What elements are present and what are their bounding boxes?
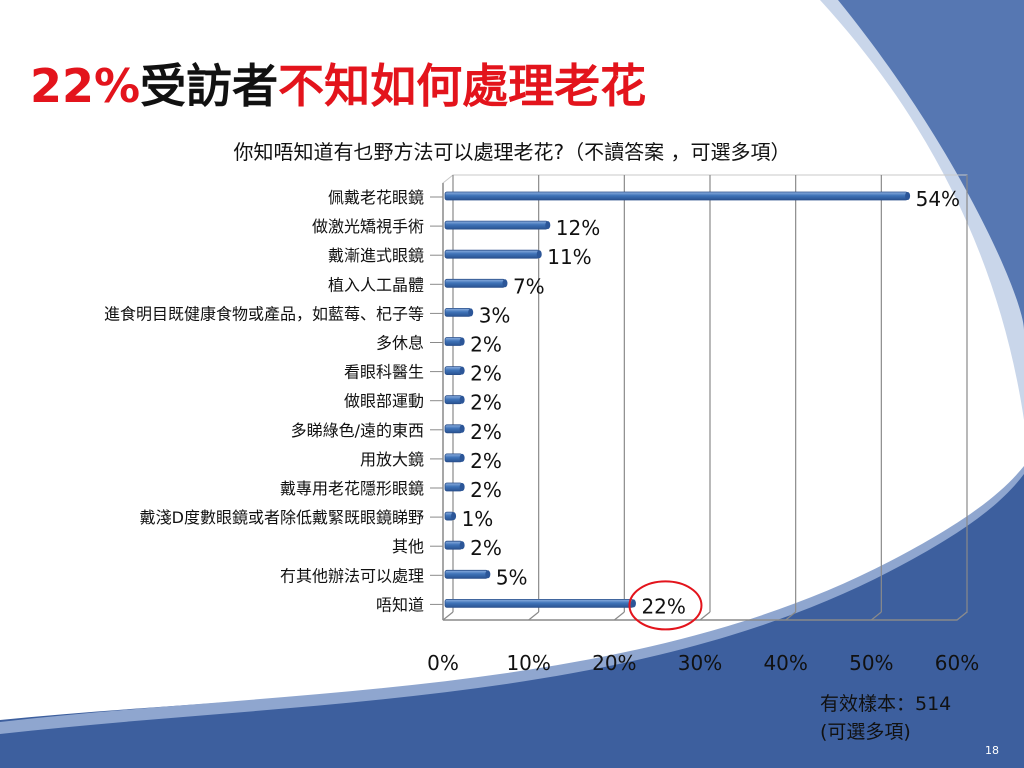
y-category-label: 戴專用老花隱形眼鏡: [280, 479, 424, 498]
bar-end-cap: [502, 279, 508, 288]
bar-end-cap: [451, 512, 457, 521]
x-tick-label: 60%: [935, 651, 979, 675]
y-category-label: 戴淺D度數眼鏡或者除低戴緊既眼鏡睇野: [140, 508, 424, 527]
bar-end-cap: [459, 366, 465, 375]
bar: [444, 482, 463, 492]
bar-value-label: 2%: [470, 362, 502, 386]
bar-value-label: 3%: [479, 303, 511, 327]
y-category-label: 多休息: [376, 334, 424, 353]
bar-end-cap: [485, 570, 491, 579]
bar: [444, 599, 634, 608]
gridline-floor: [613, 611, 625, 621]
y-category-label: 做眼部運動: [344, 392, 424, 411]
bar-end-cap: [459, 541, 465, 550]
bar: [444, 395, 463, 405]
x-tick-label: 20%: [592, 651, 636, 675]
bar-value-label: 2%: [470, 333, 502, 357]
y-category-label: 其他: [392, 537, 424, 556]
bar-value-label: 1%: [462, 507, 494, 531]
bar: [444, 307, 472, 317]
plot-area-frame: [442, 174, 968, 621]
title-highlight-percent: 22%: [30, 59, 141, 113]
background-swoosh-bottom-light: [0, 466, 1024, 734]
sample-size-line: 有效樣本：514: [820, 693, 952, 715]
x-tick-label: 50%: [849, 651, 893, 675]
y-category-label: 進食明目既健康食物或產品，如藍莓、杞子等: [104, 304, 424, 323]
y-category-label: 看眼科醫生: [344, 363, 424, 382]
gridline-floor: [699, 611, 711, 621]
bar-value-label: 2%: [470, 536, 502, 560]
gridline-floor: [956, 611, 968, 621]
bar-value-label: 2%: [470, 420, 502, 444]
bar: [444, 278, 506, 288]
bar-value-label: 54%: [916, 187, 960, 211]
x-tick-label: 0%: [427, 651, 459, 675]
multi-select-note: (可選多項): [820, 721, 911, 743]
bar-value-label: 22%: [641, 594, 685, 618]
title-middle-text: 受訪者: [140, 59, 279, 113]
highlight-circle: [628, 580, 703, 631]
background-swoosh-bottom: [0, 470, 1024, 768]
bar-end-cap: [459, 337, 465, 346]
bar: [444, 569, 489, 579]
bar-end-cap: [459, 483, 465, 491]
gridline-floor: [870, 611, 882, 621]
bar-value-label: 2%: [470, 478, 502, 502]
bar: [444, 249, 540, 259]
bar-value-label: 11%: [547, 245, 591, 269]
gridline-floor: [528, 611, 540, 621]
bar: [444, 337, 463, 346]
chart-subtitle: 你知唔知道有乜野方法可以處理老花?（不讀答案 ，可選多項）: [233, 140, 791, 164]
gridline-floor: [442, 611, 454, 621]
bar-value-label: 2%: [470, 391, 502, 415]
bar: [444, 366, 463, 376]
y-category-label: 唔知道: [376, 595, 424, 614]
title-tail-text: 不知如何處理老花: [278, 59, 647, 113]
bar-end-cap: [459, 395, 465, 404]
bar: [444, 220, 549, 230]
bar: [444, 424, 463, 434]
bar-end-cap: [905, 192, 911, 200]
y-category-label: 植入人工晶體: [328, 275, 424, 294]
page-title: 22%受訪者不知如何處理老花: [30, 50, 646, 116]
x-tick-label: 40%: [763, 651, 807, 675]
bar-end-cap: [545, 221, 551, 230]
y-category-label: 佩戴老花眼鏡: [328, 188, 424, 207]
y-category-label: 戴漸進式眼鏡: [328, 246, 424, 265]
bar-value-label: 5%: [496, 565, 528, 589]
bar-end-cap: [459, 453, 465, 462]
x-tick-label: 30%: [678, 651, 722, 675]
y-category-label: 做激光矯視手術: [312, 217, 424, 236]
bar-end-cap: [468, 308, 474, 317]
y-category-label: 用放大鏡: [360, 450, 424, 469]
y-category-label: 冇其他辦法可以處理: [280, 566, 424, 585]
bar-value-label: 12%: [556, 216, 600, 240]
page-number: 18: [985, 744, 999, 757]
bar-end-cap: [630, 599, 636, 608]
bar: [444, 540, 463, 550]
bar-value-label: 2%: [470, 449, 502, 473]
sample-size-note: 有效樣本：514 (可選多項): [820, 690, 951, 746]
gridline-floor: [785, 611, 797, 621]
bar-end-cap: [459, 424, 465, 433]
bar: [444, 453, 463, 463]
bar-end-cap: [536, 250, 542, 259]
x-tick-label: 10%: [506, 651, 550, 675]
background-swoosh-dark: [838, 0, 1024, 330]
bar: [444, 191, 909, 201]
y-category-label: 多睇綠色/遠的東西: [291, 421, 424, 440]
bar-value-label: 7%: [513, 274, 545, 298]
